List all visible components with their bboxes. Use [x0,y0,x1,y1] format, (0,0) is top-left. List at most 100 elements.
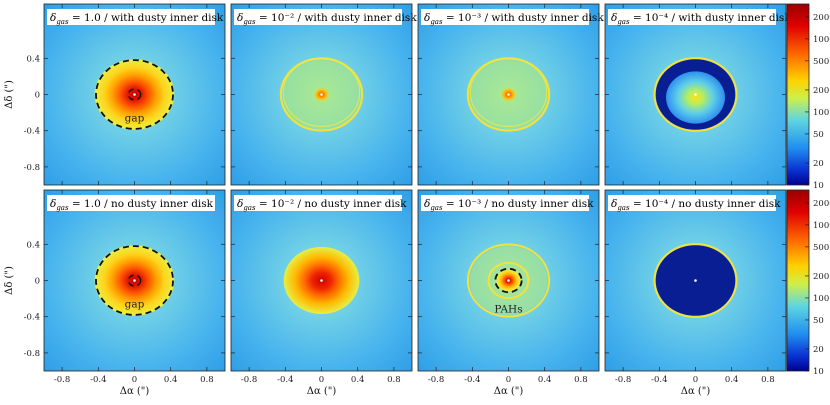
y-tick-label: 0 [35,91,40,101]
title-subscript: gas [430,18,443,26]
title-symbol: δ [424,12,430,24]
colorbar-1: 2000 1000 500 200 100 50 20 10 [786,189,830,377]
title-subscript: gas [617,204,630,212]
star-marker [320,279,323,282]
title-rest: = 1.0 / with dusty inner disk [69,12,224,24]
colorbar-0: 2000 1000 500 200 100 50 20 10 [786,3,830,191]
axes-group: 0.4 0 -0.4 -0.8 Δδ (") -0.8 -0.4 0 0.4 0.8 0.4 0 -0.… [4,4,786,397]
colorbar-tick-label: 500 [813,57,829,67]
title-rest: = 10⁻⁴ / no dusty inner disk [630,198,782,210]
star-marker [694,93,697,96]
y-tick-label: 0.4 [26,240,40,250]
star-marker [694,279,697,282]
panel-title: δgas = 10⁻³ / no dusty inner disk [421,195,594,212]
x-axis-label: Δα (") [681,386,711,397]
x-tick-label: 0.4 [725,375,739,385]
panel-title-box [421,195,589,211]
colorbar-tick-label: 2000 [813,13,830,23]
colorbar-scale [786,189,810,372]
x-tick-label: 0.8 [387,375,401,385]
panel-title: δgas = 10⁻⁴ / with dusty inner disk [608,9,791,26]
star-marker [320,93,323,96]
panel-title: δgas = 10⁻² / with dusty inner disk [234,9,417,26]
panel-image [605,4,786,185]
x-tick-label: -0.8 [615,375,631,385]
colorbar-tick-label: 20 [813,159,824,169]
panel-0-2: δgas = 10⁻³ / with dusty inner disk [417,3,604,186]
colorbar-tick-label: 200 [813,272,829,282]
x-tick-label: 0.4 [164,375,178,385]
panel-title-box [421,9,589,25]
panel-title-box [608,195,776,211]
panel-annotation: gap [125,113,145,125]
x-tick-label: 0 [132,375,137,385]
x-axis-label: Δα (") [307,386,337,397]
panel-title-box [608,9,776,25]
dashed-ring-1 [127,274,142,287]
panel-title-text: δgas = 10⁻⁴ / with dusty inner disk [611,12,791,26]
title-symbol: δ [611,198,617,210]
panel-image [231,4,412,185]
y-tick-label: 0.4 [26,54,40,64]
inner-disk [666,71,725,124]
title-subscript: gas [243,18,256,26]
panel-title-text: δgas = 10⁻³ / with dusty inner disk [424,12,604,26]
panel-title: δgas = 10⁻² / no dusty inner disk [234,195,407,212]
star-marker [133,279,136,282]
x-tick-label: 0.4 [538,375,552,385]
panel-annotation: PAHs [494,304,522,316]
outer-ring [466,243,551,318]
panel-1-0: gap δgas = 1.0 / no dusty inner disk [43,189,226,372]
title-subscript: gas [430,204,443,212]
dashed-ring-0 [95,245,174,316]
panel-title: δgas = 10⁻⁴ / no dusty inner disk [608,195,781,212]
colorbar-tick-label: 1000 [813,221,830,231]
x-tick-label: 0.8 [574,375,588,385]
panel-1-2: PAHs δgas = 10⁻³ / no dusty inner disk [417,189,600,372]
colorbar-tick-label: 1000 [813,35,830,45]
x-tick-label: 0 [319,375,324,385]
title-rest: = 10⁻² / with dusty inner disk [256,12,418,24]
panel-image [418,4,599,185]
title-subscript: gas [56,18,69,26]
panel-title-box [234,195,402,211]
title-rest: = 10⁻² / no dusty inner disk [256,198,408,210]
x-tick-label: -0.4 [277,375,293,385]
star-marker [133,93,136,96]
panel-image: PAHs [418,190,599,371]
panel-title-text: δgas = 10⁻⁴ / no dusty inner disk [611,198,781,212]
colorbar-tick-label: 50 [813,130,824,140]
title-symbol: δ [50,12,56,24]
panel-image [605,190,786,371]
colorbar-tick-label: 100 [813,294,829,304]
colorbar-tick-label: 500 [813,243,829,253]
panel-title-text: δgas = 10⁻² / no dusty inner disk [237,198,407,212]
panel-0-0: gap δgas = 1.0 / with dusty inner disk [43,3,226,186]
colorbars-group: 2000 1000 500 200 100 50 20 10 2000 1000 500 200 100… [786,3,830,377]
panel-title-box [47,9,215,25]
panel-title-text: δgas = 1.0 / no dusty inner disk [50,198,214,212]
colorbar-tick-label: 100 [813,108,829,118]
y-tick-label: -0.8 [24,163,40,173]
panel-title-text: δgas = 10⁻³ / no dusty inner disk [424,198,594,212]
title-rest: = 1.0 / no dusty inner disk [69,198,214,210]
title-symbol: δ [611,12,617,24]
dashed-ring-0 [95,59,174,130]
panel-title: δgas = 1.0 / no dusty inner disk [47,195,215,212]
x-tick-label: 0.8 [200,375,214,385]
title-rest: = 10⁻⁴ / with dusty inner disk [630,12,792,24]
panel-title-box [234,9,402,25]
title-subscript: gas [617,18,630,26]
outer-ring-edge [469,58,548,127]
star-marker [507,93,510,96]
title-symbol: δ [50,198,56,210]
panel-image: gap [44,190,225,371]
panel-image [231,190,412,371]
x-axis-label: Δα (") [494,386,524,397]
dashed-ring-0 [494,267,523,294]
y-axis-label: Δδ (") [4,266,15,295]
colorbar-tick-label: 10 [813,181,824,191]
x-tick-label: -0.4 [90,375,106,385]
